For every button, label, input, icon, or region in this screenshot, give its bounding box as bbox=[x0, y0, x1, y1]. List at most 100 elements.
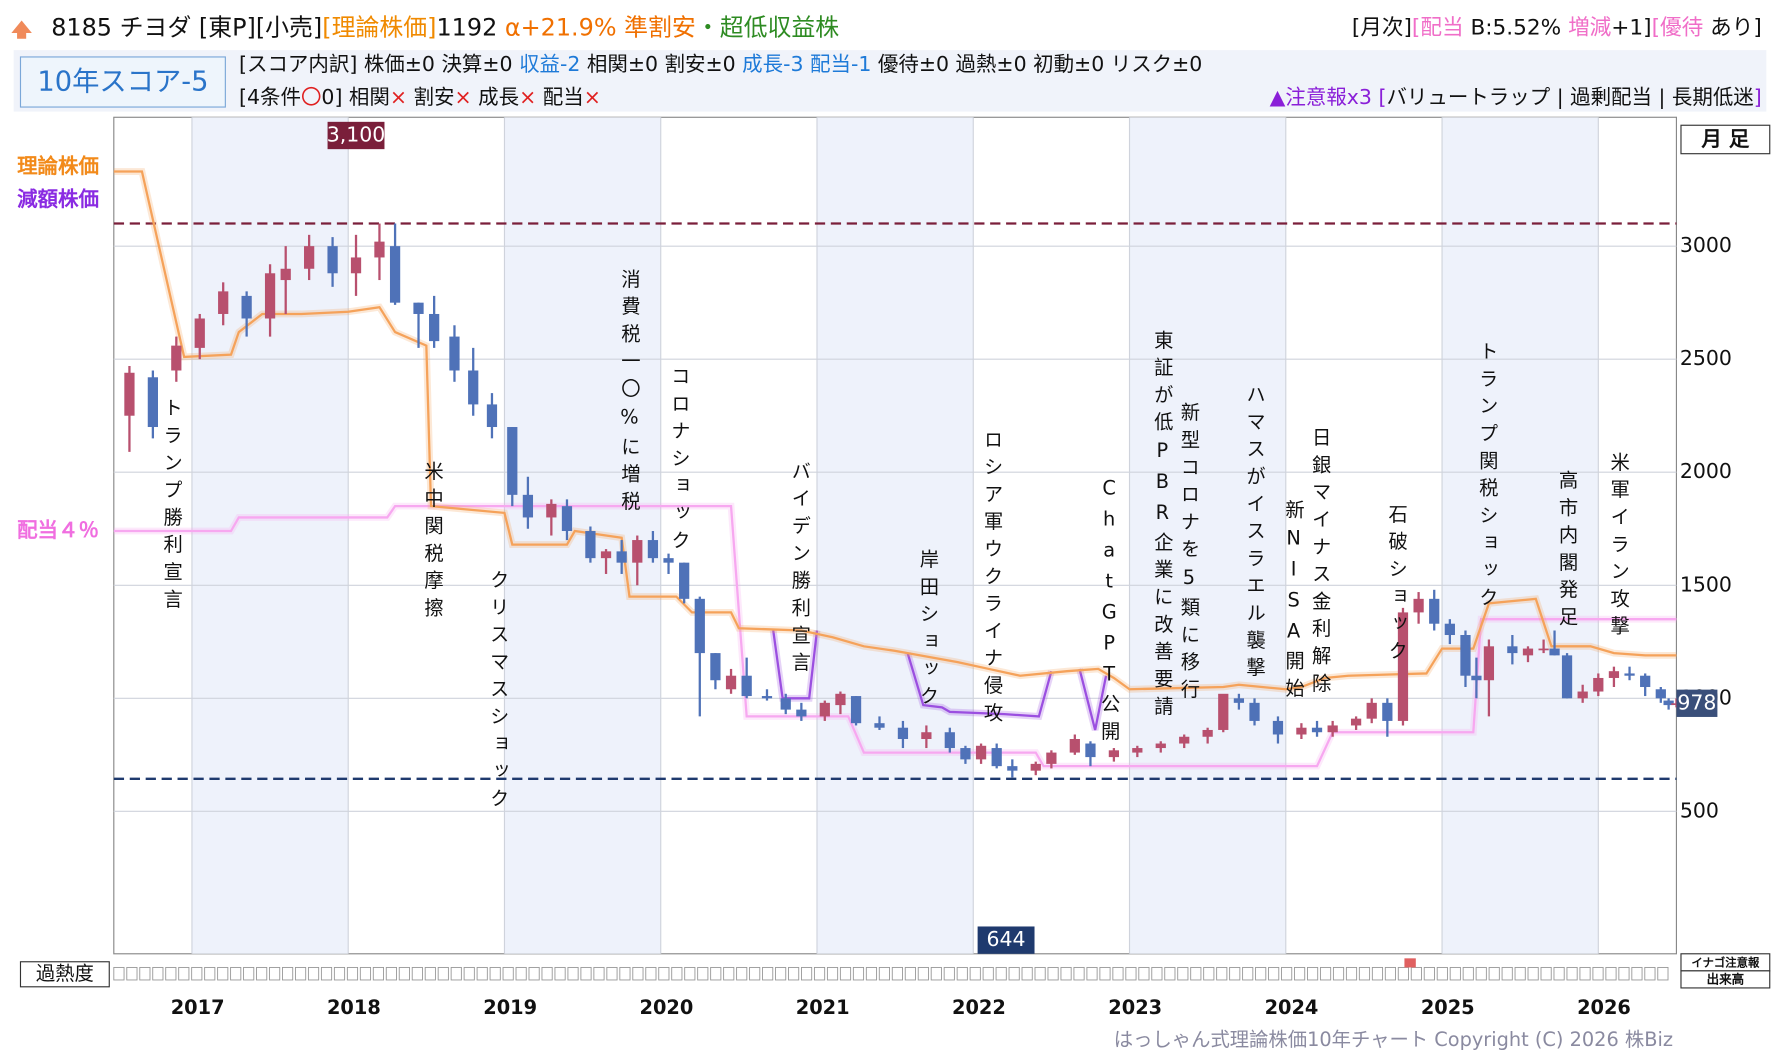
header-piece: +1] bbox=[1611, 16, 1651, 41]
heat-cell bbox=[710, 966, 722, 981]
score-box bbox=[19, 56, 226, 108]
header-piece: ▲注意報x3 bbox=[1270, 85, 1372, 109]
event-annotation: 高市内閣発足 bbox=[1556, 470, 1579, 634]
heat-cell bbox=[995, 966, 1007, 981]
heat-cell bbox=[1268, 966, 1280, 981]
heat-cell bbox=[1475, 966, 1487, 981]
heat-cell bbox=[359, 966, 372, 981]
heat-cell bbox=[749, 966, 761, 981]
heat-cell bbox=[1410, 966, 1422, 981]
volume-label: 出来高 bbox=[1707, 971, 1745, 986]
header-piece: 増減 bbox=[1568, 16, 1612, 41]
header-piece: ] bbox=[1754, 85, 1762, 109]
candle-body bbox=[1327, 725, 1338, 733]
heat-cell bbox=[1488, 966, 1500, 981]
candle-body bbox=[429, 313, 440, 342]
event-annotation: コロナショック bbox=[668, 366, 691, 557]
header-piece: 1192 bbox=[436, 14, 504, 42]
event-annotation: 新型コロナを5類に移行 bbox=[1177, 402, 1200, 706]
heat-cell bbox=[1397, 966, 1409, 981]
heat-cell bbox=[450, 966, 462, 981]
heat-alert bbox=[1404, 958, 1416, 968]
heat-cell bbox=[632, 966, 644, 981]
candle-body bbox=[1413, 598, 1424, 613]
candle-body bbox=[1640, 675, 1651, 688]
header-piece: あり] bbox=[1703, 16, 1762, 41]
heat-cell bbox=[697, 966, 709, 981]
x-tick-label: 2017 bbox=[171, 996, 225, 1019]
dashed-min-line-box bbox=[977, 926, 1035, 954]
heat-cell bbox=[1138, 966, 1150, 981]
heat-cell bbox=[1462, 966, 1474, 981]
heat-cell bbox=[1112, 966, 1124, 981]
candle-body bbox=[835, 693, 846, 706]
candle-body bbox=[1155, 743, 1166, 749]
dashed-max-line-box bbox=[327, 121, 385, 150]
candle-body bbox=[1655, 689, 1666, 699]
period: 月 足 bbox=[1700, 127, 1750, 151]
heat-cell bbox=[1164, 966, 1176, 981]
heat-cell bbox=[307, 966, 320, 981]
heat-cell bbox=[1527, 966, 1539, 981]
heat-cell bbox=[1371, 966, 1384, 981]
header-piece: × bbox=[519, 85, 536, 109]
heat-cell bbox=[813, 966, 826, 981]
header-line: ▲注意報x3 [バリュートラップ | 過剰配当 | 長期低迷] bbox=[1270, 85, 1762, 110]
candle-body bbox=[413, 302, 424, 314]
heat-cell bbox=[1358, 966, 1371, 981]
heat-cell bbox=[1644, 966, 1656, 981]
header-piece: α+21.9% 準割安 bbox=[505, 14, 696, 42]
heat-cell bbox=[982, 966, 994, 981]
header-line: [月次][配当 B:5.52% 増減+1][優待 あり] bbox=[1352, 16, 1762, 41]
candle-body bbox=[921, 732, 932, 740]
heat-cell bbox=[788, 966, 800, 981]
candle-body bbox=[264, 273, 276, 319]
heat-cell bbox=[1449, 966, 1461, 981]
heat-cell bbox=[878, 966, 890, 981]
heat-cell bbox=[943, 966, 955, 981]
event-annotation: 新NISA開始 bbox=[1282, 499, 1305, 705]
candle-body bbox=[1663, 700, 1674, 706]
period-box bbox=[1680, 124, 1771, 155]
heat-cell bbox=[1125, 966, 1137, 981]
candle-body bbox=[124, 372, 135, 416]
heat-cell bbox=[1190, 966, 1202, 981]
event-annotation: ChatGPT公開 bbox=[1098, 477, 1121, 748]
event-annotation: トランプ関税ショック bbox=[1476, 341, 1499, 614]
header-piece: 成長-3 配当-1 bbox=[742, 52, 871, 76]
heat-cell bbox=[930, 966, 942, 981]
heat-cell bbox=[865, 966, 878, 981]
legend-label: 理論株価 bbox=[17, 154, 99, 178]
candle-body bbox=[304, 246, 315, 269]
series-line bbox=[113, 505, 1677, 768]
year-shade bbox=[1442, 117, 1599, 954]
header-piece: × bbox=[454, 85, 471, 109]
candle-body bbox=[522, 494, 534, 518]
heat-cell bbox=[606, 966, 618, 981]
candle-body bbox=[944, 732, 955, 749]
heat-cell bbox=[736, 966, 748, 981]
candle-body bbox=[468, 370, 479, 405]
heat-cell bbox=[1423, 966, 1435, 981]
x-tick-label: 2025 bbox=[1421, 996, 1475, 1019]
heat-cell bbox=[956, 966, 968, 981]
candle-body bbox=[741, 675, 752, 697]
y-tick-label: 3000 bbox=[1680, 233, 1732, 257]
heat-cell bbox=[1255, 966, 1267, 981]
heat-cell bbox=[541, 966, 553, 981]
heat-cell bbox=[320, 966, 333, 981]
candle-body bbox=[1366, 702, 1377, 719]
heat-cell bbox=[437, 966, 449, 981]
candle-body bbox=[616, 551, 627, 563]
legend-label: 配当４％ bbox=[17, 518, 99, 542]
header-piece: 配当 bbox=[536, 85, 583, 109]
heat-cell bbox=[139, 966, 151, 981]
y-tick-label: 2500 bbox=[1680, 346, 1732, 370]
heat-cell bbox=[658, 966, 670, 981]
heat-cell bbox=[346, 966, 359, 981]
heat-cell bbox=[1332, 966, 1345, 981]
y-tick-label: 2000 bbox=[1680, 459, 1732, 483]
heat-cell bbox=[463, 966, 475, 981]
heat-cell bbox=[1436, 966, 1448, 981]
candle-body bbox=[1460, 635, 1471, 676]
